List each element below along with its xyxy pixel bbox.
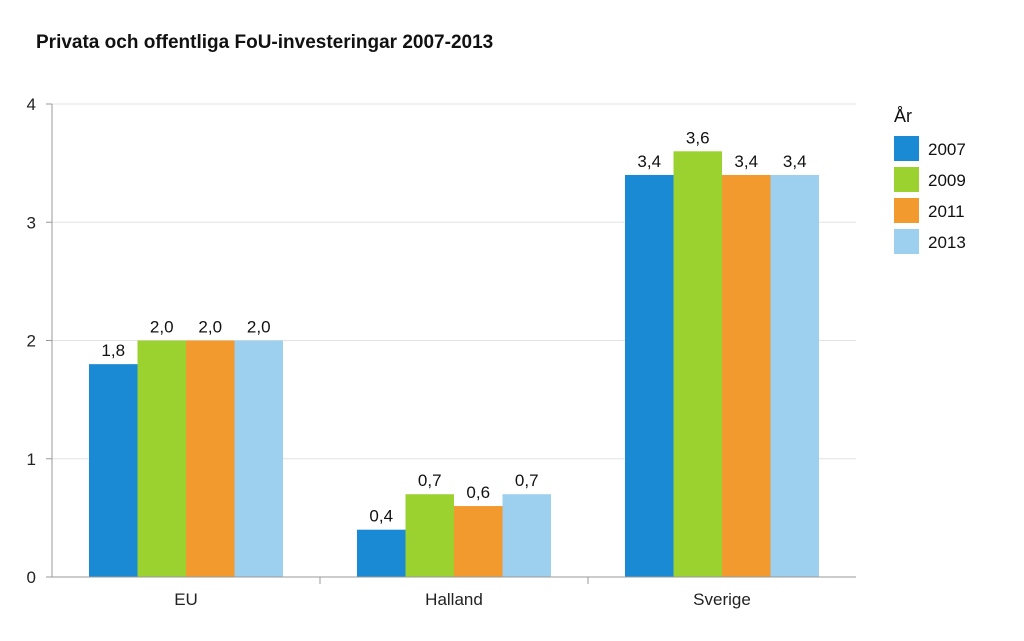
bar-2007-eu xyxy=(89,364,138,577)
data-label: 0,7 xyxy=(515,471,539,490)
bar-2009-sverige xyxy=(673,151,722,578)
y-tick-label: 4 xyxy=(27,95,36,114)
legend-label-2011: 2011 xyxy=(928,202,965,221)
chart-title: Privata och offentliga FoU-investeringar… xyxy=(36,32,494,53)
data-label: 2,0 xyxy=(150,318,174,337)
bar-2013-halland xyxy=(502,494,551,577)
y-tick-label: 0 xyxy=(27,568,36,587)
data-label: 0,7 xyxy=(418,471,442,490)
legend-swatch-2007 xyxy=(894,136,919,161)
bar-2013-sverige xyxy=(770,174,819,577)
x-tick-label: Sverige xyxy=(693,590,751,609)
data-label: 3,4 xyxy=(783,152,807,171)
bar-2011-eu xyxy=(186,340,235,577)
legend-swatch-2009 xyxy=(894,167,919,192)
data-label: 3,4 xyxy=(734,152,758,171)
legend-label-2013: 2013 xyxy=(928,233,966,252)
legend-title: År xyxy=(894,106,912,126)
data-label: 3,4 xyxy=(637,152,661,171)
legend-swatch-2011 xyxy=(894,198,919,223)
legend-swatch-2013 xyxy=(894,229,919,254)
bar-2007-halland xyxy=(357,529,406,577)
data-label: 2,0 xyxy=(198,318,222,337)
x-tick-label: Halland xyxy=(425,590,483,609)
x-tick-label: EU xyxy=(174,590,198,609)
bar-2011-sverige xyxy=(722,174,771,577)
bar-2009-eu xyxy=(137,340,186,577)
bar-2013-eu xyxy=(234,340,283,577)
y-tick-label: 1 xyxy=(27,450,36,469)
y-tick-label: 3 xyxy=(27,213,36,232)
y-tick-label: 2 xyxy=(27,332,36,351)
data-label: 0,4 xyxy=(369,507,393,526)
bar-2011-halland xyxy=(454,506,503,577)
data-label: 0,6 xyxy=(466,483,490,502)
bar-2009-halland xyxy=(405,494,454,577)
data-label: 2,0 xyxy=(247,318,271,337)
legend-label-2009: 2009 xyxy=(928,171,966,190)
legend-label-2007: 2007 xyxy=(928,140,966,159)
data-label: 3,6 xyxy=(686,128,710,147)
bar-2007-sverige xyxy=(625,174,674,577)
data-label: 1,8 xyxy=(101,341,125,360)
